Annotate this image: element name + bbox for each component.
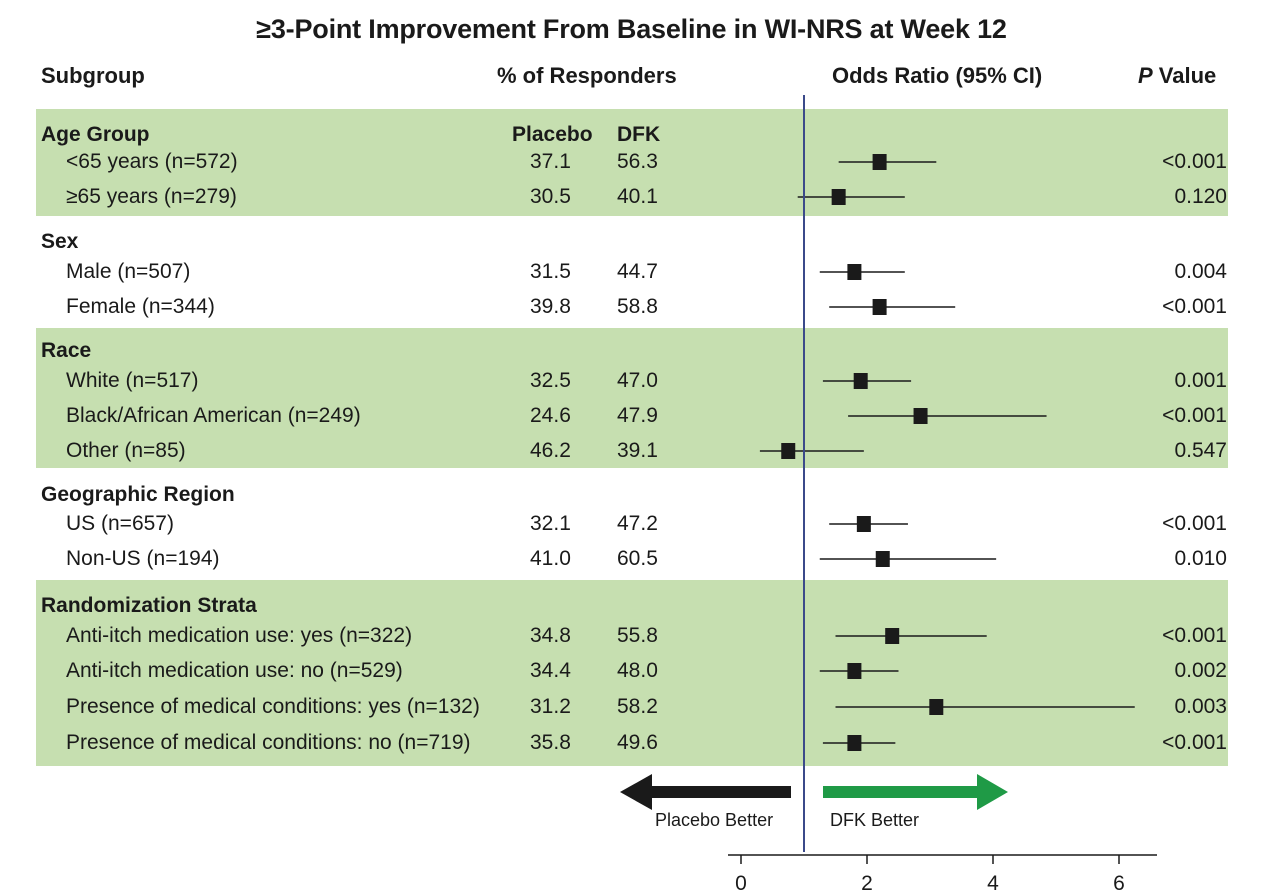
dfk-value: 58.8 <box>617 295 658 318</box>
subgroup-label: Presence of medical conditions: yes (n=1… <box>66 695 480 718</box>
p-value: <0.001 <box>1162 404 1227 427</box>
placebo-value: 30.5 <box>530 185 571 208</box>
dfk-value: 49.6 <box>617 731 658 754</box>
subgroup-label: White (n=517) <box>66 369 199 392</box>
subgroup-label: <65 years (n=572) <box>66 150 238 173</box>
dfk-value: 39.1 <box>617 439 658 462</box>
p-value: <0.001 <box>1162 295 1227 318</box>
placebo-value: 32.1 <box>530 512 571 535</box>
dfk-better-label: DFK Better <box>830 810 920 830</box>
placebo-value: 34.4 <box>530 659 571 682</box>
group-band <box>36 109 1228 216</box>
p-value-header-p: P <box>1138 63 1153 88</box>
p-value: <0.001 <box>1162 150 1227 173</box>
p-value: 0.003 <box>1174 695 1227 718</box>
dfk-value: 40.1 <box>617 185 658 208</box>
group-label: Geographic Region <box>41 483 235 506</box>
chart-title: ≥3-Point Improvement From Baseline in WI… <box>256 14 1007 44</box>
p-value-header-rest: Value <box>1152 63 1217 88</box>
p-value: 0.002 <box>1174 659 1227 682</box>
p-value: <0.001 <box>1162 624 1227 647</box>
dfk-better-arrow-head <box>977 774 1008 810</box>
subgroup-label: Other (n=85) <box>66 439 186 462</box>
odds-ratio-marker <box>885 628 900 644</box>
responders-header: % of Responders <box>497 63 677 88</box>
placebo-value: 41.0 <box>530 547 571 570</box>
p-value: <0.001 <box>1162 731 1227 754</box>
group-band <box>36 580 1228 766</box>
placebo-value: 39.8 <box>530 295 571 318</box>
dfk-value: 47.2 <box>617 512 658 535</box>
x-tick-label: 4 <box>987 872 999 893</box>
p-value: 0.004 <box>1174 260 1227 283</box>
odds-ratio-marker <box>856 516 871 532</box>
group-label: Age Group <box>41 123 150 146</box>
placebo-value: 46.2 <box>530 439 571 462</box>
placebo-value: 32.5 <box>530 369 571 392</box>
p-value: 0.547 <box>1174 439 1227 462</box>
odds-ratio-marker <box>831 189 846 205</box>
x-tick-label: 0 <box>735 872 747 893</box>
placebo-better-label: Placebo Better <box>655 810 774 830</box>
odds-ratio-header: Odds Ratio (95% CI) <box>832 63 1043 88</box>
placebo-better-arrow-shaft <box>648 786 791 798</box>
odds-ratio-marker <box>853 373 868 389</box>
group-label: Sex <box>41 230 79 253</box>
p-value: 0.001 <box>1174 369 1227 392</box>
odds-ratio-marker <box>929 699 944 715</box>
placebo-value: 35.8 <box>530 731 571 754</box>
subgroup-label: Anti-itch medication use: no (n=529) <box>66 659 403 682</box>
dfk-value: 60.5 <box>617 547 658 570</box>
placebo-value: 37.1 <box>530 150 571 173</box>
dfk-value: 47.0 <box>617 369 658 392</box>
group-label: Race <box>41 339 92 362</box>
group-band <box>36 328 1228 468</box>
placebo-value: 31.5 <box>530 260 571 283</box>
odds-ratio-marker <box>913 408 928 424</box>
odds-ratio-marker <box>781 443 796 459</box>
subgroup-label: Black/African American (n=249) <box>66 404 361 427</box>
odds-ratio-marker <box>847 663 862 679</box>
odds-ratio-marker <box>875 551 890 567</box>
placebo-value: 34.8 <box>530 624 571 647</box>
subgroup-label: US (n=657) <box>66 512 174 535</box>
dfk-better-arrow-shaft <box>823 786 981 798</box>
subgroup-label: Non-US (n=194) <box>66 547 220 570</box>
dfk-value: 44.7 <box>617 260 658 283</box>
odds-ratio-marker <box>847 264 862 280</box>
odds-ratio-marker <box>872 299 887 315</box>
subgroup-label: Anti-itch medication use: yes (n=322) <box>66 624 413 647</box>
placebo-column-label: Placebo <box>512 123 593 146</box>
p-value: <0.001 <box>1162 512 1227 535</box>
subgroup-label: Male (n=507) <box>66 260 191 283</box>
dfk-value: 55.8 <box>617 624 658 647</box>
dfk-value: 58.2 <box>617 695 658 718</box>
subgroup-label: Presence of medical conditions: no (n=71… <box>66 731 471 754</box>
p-value: 0.120 <box>1174 185 1227 208</box>
placebo-better-arrow-head <box>620 774 652 810</box>
subgroup-header: Subgroup <box>41 63 145 88</box>
p-value-header: P Value <box>1138 63 1216 89</box>
odds-ratio-marker <box>847 735 862 751</box>
placebo-value: 24.6 <box>530 404 571 427</box>
subgroup-label: ≥65 years (n=279) <box>66 185 237 208</box>
dfk-value: 47.9 <box>617 404 658 427</box>
placebo-value: 31.2 <box>530 695 571 718</box>
x-tick-label: 6 <box>1113 872 1125 893</box>
subgroup-label: Female (n=344) <box>66 295 215 318</box>
dfk-value: 48.0 <box>617 659 658 682</box>
odds-ratio-marker <box>872 154 887 170</box>
dfk-value: 56.3 <box>617 150 658 173</box>
dfk-column-label: DFK <box>617 123 661 146</box>
x-tick-label: 2 <box>861 872 873 893</box>
group-label: Randomization Strata <box>41 594 257 617</box>
p-value: 0.010 <box>1174 547 1227 570</box>
